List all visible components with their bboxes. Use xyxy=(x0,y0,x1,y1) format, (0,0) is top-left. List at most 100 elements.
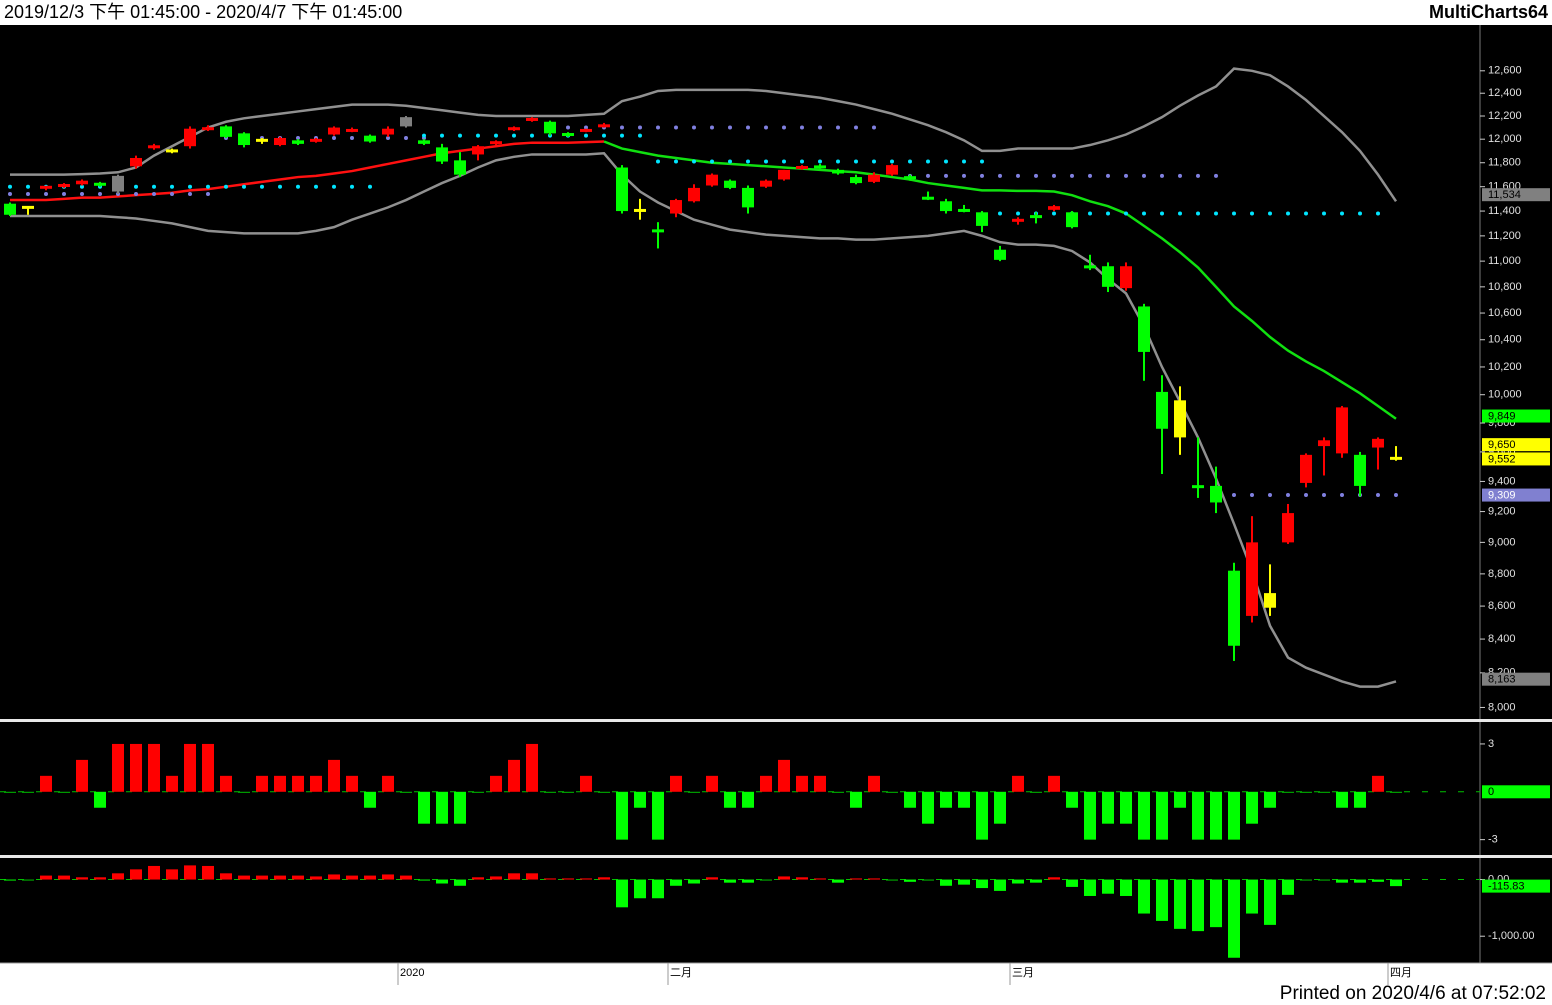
level-dot xyxy=(1304,493,1308,498)
bar xyxy=(886,791,898,793)
level-dot xyxy=(1340,493,1344,498)
candle-body xyxy=(1210,485,1222,503)
level-dot xyxy=(458,133,462,138)
level-dot xyxy=(1196,211,1200,216)
candle-body xyxy=(904,176,916,180)
level-dot xyxy=(836,159,840,164)
bar xyxy=(814,775,826,792)
level-dot xyxy=(764,159,768,164)
bar xyxy=(1228,879,1240,958)
bar xyxy=(454,879,466,886)
candle-body xyxy=(850,177,862,184)
candle-body xyxy=(256,138,268,142)
candle-body xyxy=(1084,265,1096,269)
candle-body xyxy=(1246,542,1258,616)
level-dot xyxy=(854,125,858,130)
level-dot xyxy=(944,173,948,178)
plot-background xyxy=(0,25,1552,963)
bar xyxy=(562,791,574,793)
level-dot xyxy=(926,159,930,164)
x-tick-label: 三月 xyxy=(1012,967,1034,979)
level-dot xyxy=(1160,211,1164,216)
level-dot xyxy=(602,133,606,138)
y-tick-label: 9,400 xyxy=(1488,475,1516,487)
bar xyxy=(598,791,610,793)
level-dot xyxy=(710,125,714,130)
level-dot xyxy=(98,191,102,196)
y-tick-label: 12,400 xyxy=(1488,87,1522,99)
y-tick-label: 10,000 xyxy=(1488,389,1522,401)
level-dot xyxy=(782,159,786,164)
bar xyxy=(742,791,754,808)
bar xyxy=(670,879,682,886)
y-tick-label: 9,000 xyxy=(1488,536,1516,548)
bar xyxy=(22,791,34,793)
bar xyxy=(706,877,718,880)
bar xyxy=(184,743,196,792)
level-dot xyxy=(692,125,696,130)
level-dot xyxy=(728,159,732,164)
bar xyxy=(1084,791,1096,840)
candle-body xyxy=(1354,454,1366,486)
level-dot xyxy=(584,133,588,138)
candle-body xyxy=(94,182,106,186)
candle-body xyxy=(58,183,70,187)
level-dot xyxy=(1304,211,1308,216)
level-dot xyxy=(674,159,678,164)
level-dot xyxy=(296,136,300,141)
bar xyxy=(436,791,448,824)
x-tick-label: 二月 xyxy=(670,967,692,979)
level-dot xyxy=(836,125,840,130)
level-dot xyxy=(26,184,30,189)
level-dot xyxy=(8,184,12,189)
candle-body xyxy=(148,145,160,149)
bar xyxy=(796,775,808,792)
candle-body xyxy=(1066,212,1078,228)
bar xyxy=(580,775,592,792)
bar xyxy=(472,791,484,793)
level-dot xyxy=(620,133,624,138)
bar xyxy=(724,791,736,808)
bar xyxy=(4,879,16,881)
candle-body xyxy=(544,121,556,134)
level-dot xyxy=(800,125,804,130)
level-dot xyxy=(998,211,1002,216)
price-tag-label: 9,552 xyxy=(1488,453,1516,465)
price-tag-label: -115.83 xyxy=(1488,881,1525,893)
level-dot xyxy=(152,191,156,196)
bar xyxy=(472,877,484,880)
bar xyxy=(616,879,628,908)
bar xyxy=(1390,879,1402,887)
price-tag-label: 0 xyxy=(1488,786,1494,798)
price-tag-label: 8,163 xyxy=(1488,674,1516,686)
bar xyxy=(1390,791,1402,793)
candle-body xyxy=(796,165,808,169)
bar xyxy=(166,869,178,880)
bar xyxy=(454,791,466,824)
bar xyxy=(1300,879,1312,881)
candle-body xyxy=(40,185,52,189)
candle-body xyxy=(346,128,358,132)
y-tick-label: 10,800 xyxy=(1488,281,1522,293)
bar xyxy=(310,775,322,792)
bar xyxy=(40,775,52,792)
y-tick-label: 12,200 xyxy=(1488,110,1522,122)
bar xyxy=(364,791,376,808)
bar xyxy=(490,775,502,792)
level-dot xyxy=(818,159,822,164)
candle-body xyxy=(580,128,592,132)
level-dot xyxy=(386,136,390,141)
level-dot xyxy=(332,136,336,141)
level-dot xyxy=(1052,211,1056,216)
level-dot xyxy=(62,191,66,196)
candle-body xyxy=(886,165,898,175)
level-dot xyxy=(296,184,300,189)
level-dot xyxy=(1250,493,1254,498)
bar xyxy=(1372,775,1384,792)
bar xyxy=(904,791,916,808)
level-dot xyxy=(1160,173,1164,178)
level-dot xyxy=(746,125,750,130)
level-dot xyxy=(638,133,642,138)
bar xyxy=(238,875,250,880)
bar xyxy=(382,775,394,792)
